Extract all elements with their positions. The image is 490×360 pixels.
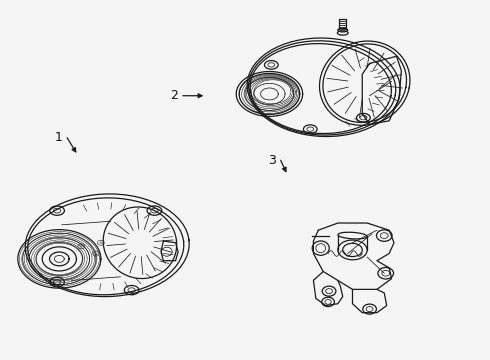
Text: 1: 1 [54,131,62,144]
Text: 3: 3 [268,154,276,167]
Text: 2: 2 [170,89,178,102]
